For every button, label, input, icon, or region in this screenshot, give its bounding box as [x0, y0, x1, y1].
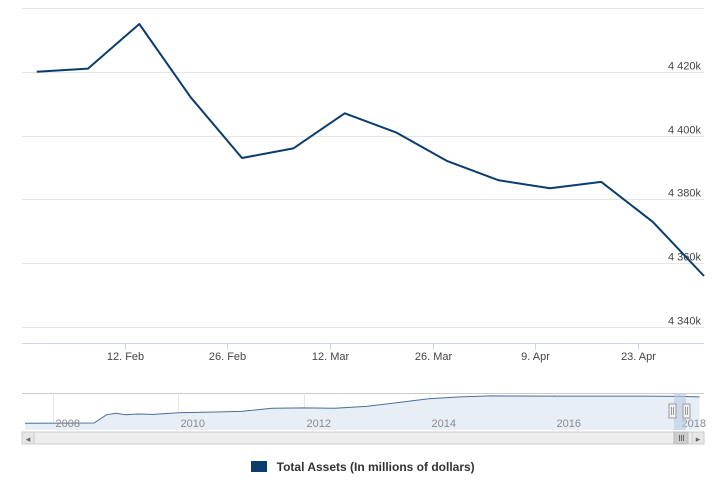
x-tick-label: 12. Feb — [107, 351, 144, 363]
x-tick-label: 26. Mar — [415, 351, 453, 363]
navigator-series-area — [25, 395, 700, 430]
scrollbar-left-arrow-icon: ◂ — [26, 434, 31, 444]
navigator-handle-right[interactable] — [682, 403, 691, 419]
legend-label[interactable]: Total Assets (In millions of dollars) — [276, 460, 475, 474]
navigator-x-axis: 2008 2010 2012 2014 2016 2018 — [56, 418, 706, 430]
series-line-total-assets — [36, 23, 705, 277]
legend[interactable]: Total Assets (In millions of dollars) — [0, 460, 726, 474]
x-tick-label: 23. Apr — [621, 351, 656, 363]
y-axis: 4 340k 4 360k 4 380k 4 400k 4 420k — [668, 61, 702, 328]
scrollbar-right-button[interactable] — [691, 431, 705, 445]
navigator-tick-label: 2014 — [432, 418, 456, 430]
scrollbar-left-button[interactable] — [21, 431, 35, 445]
y-tick-label: 4 420k — [668, 61, 702, 73]
y-tick-label: 4 380k — [668, 188, 702, 200]
navigator-series-line — [25, 395, 700, 424]
y-tick-label: 4 400k — [668, 125, 702, 137]
scrollbar[interactable]: ◂ ▸ — [21, 431, 705, 445]
navigator-handle-left[interactable] — [668, 403, 677, 419]
navigator-tick-label: 2016 — [557, 418, 581, 430]
scrollbar-track[interactable] — [21, 431, 705, 445]
navigator-tick-label: 2012 — [307, 418, 331, 430]
grid-lines — [22, 8, 704, 328]
navigator-tick-label: 2008 — [56, 418, 80, 430]
navigator-tick-label: 2018 — [682, 418, 706, 430]
scrollbar-right-arrow-icon: ▸ — [696, 434, 701, 444]
y-tick-label: 4 360k — [668, 252, 702, 264]
y-tick-label: 4 340k — [668, 316, 702, 328]
legend-swatch — [251, 461, 268, 472]
x-axis: 12. Feb 26. Feb 12. Mar 26. Mar 9. Apr 23. Ap… — [107, 343, 656, 363]
navigator-selected-range[interactable] — [674, 393, 686, 430]
x-tick-label: 26. Feb — [209, 351, 246, 363]
x-tick-label: 9. Apr — [521, 351, 550, 363]
x-tick-label: 12. Mar — [312, 351, 350, 363]
navigator-tick-label: 2010 — [181, 418, 205, 430]
navigator[interactable]: 2008 2010 2012 2014 2016 2018 — [22, 393, 706, 430]
